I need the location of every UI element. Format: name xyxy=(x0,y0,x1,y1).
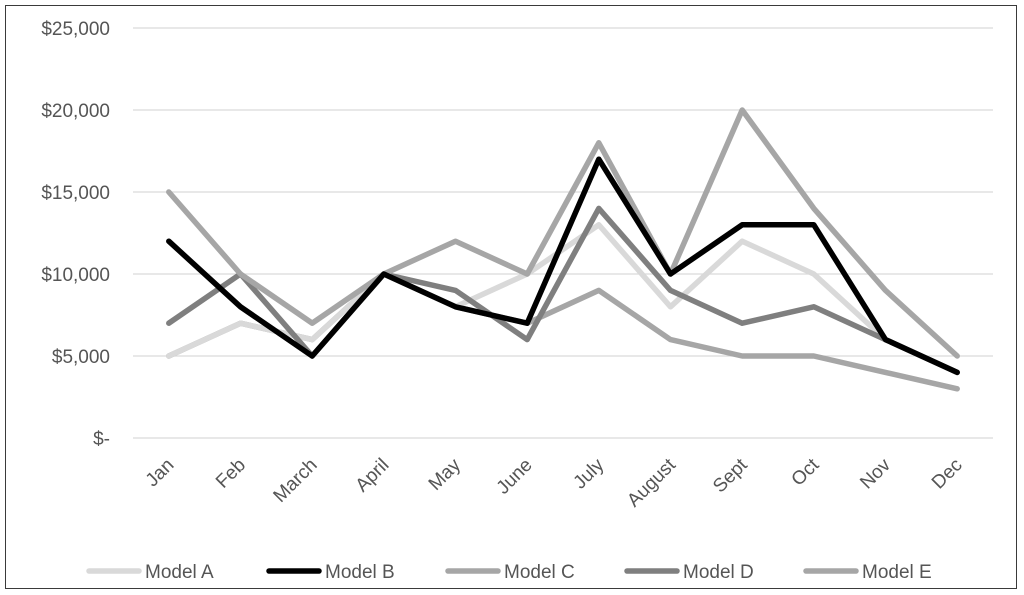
x-tick-label: Oct xyxy=(788,454,824,490)
y-tick-label: $20,000 xyxy=(41,101,110,122)
legend-label: Model B xyxy=(325,562,395,583)
y-tick-label: $25,000 xyxy=(41,19,110,40)
x-tick-label: August xyxy=(623,454,680,511)
chart-frame: $- $5,000 $10,000 $15,000 $20,000 $25,000 Jan… xyxy=(5,5,1017,589)
x-tick-label: Dec xyxy=(928,455,967,494)
legend-label: Model E xyxy=(862,562,932,583)
legend-label: Model A xyxy=(145,562,214,583)
y-tick-label: $15,000 xyxy=(41,183,110,204)
x-tick-label: June xyxy=(493,455,537,499)
x-tick-label: April xyxy=(352,455,394,497)
gridlines xyxy=(133,28,993,438)
legend-label: Model D xyxy=(683,562,754,583)
x-tick-label: March xyxy=(270,455,322,507)
line-chart: $- $5,000 $10,000 $15,000 $20,000 $25,000 Jan… xyxy=(6,6,1016,588)
series-line-model-b xyxy=(169,159,957,372)
y-axis-tick-labels: $- $5,000 $10,000 $15,000 $20,000 $25,000 xyxy=(41,19,110,450)
y-tick-label: $5,000 xyxy=(52,347,110,368)
x-tick-label: Feb xyxy=(212,455,250,493)
x-tick-label: July xyxy=(570,454,609,493)
y-tick-label: $10,000 xyxy=(41,265,110,286)
x-tick-label: Nov xyxy=(856,454,895,493)
x-tick-label: May xyxy=(425,454,466,495)
legend-label: Model C xyxy=(504,562,575,583)
x-tick-label: Jan xyxy=(142,455,179,492)
series-lines xyxy=(169,110,957,389)
x-tick-label: Sept xyxy=(709,454,752,497)
legend: Model A Model B Model C Model D Model E xyxy=(89,562,932,583)
y-tick-label: $- xyxy=(93,429,110,450)
x-axis-tick-labels: Jan Feb March April May June July August Sept Oct… xyxy=(142,454,967,511)
